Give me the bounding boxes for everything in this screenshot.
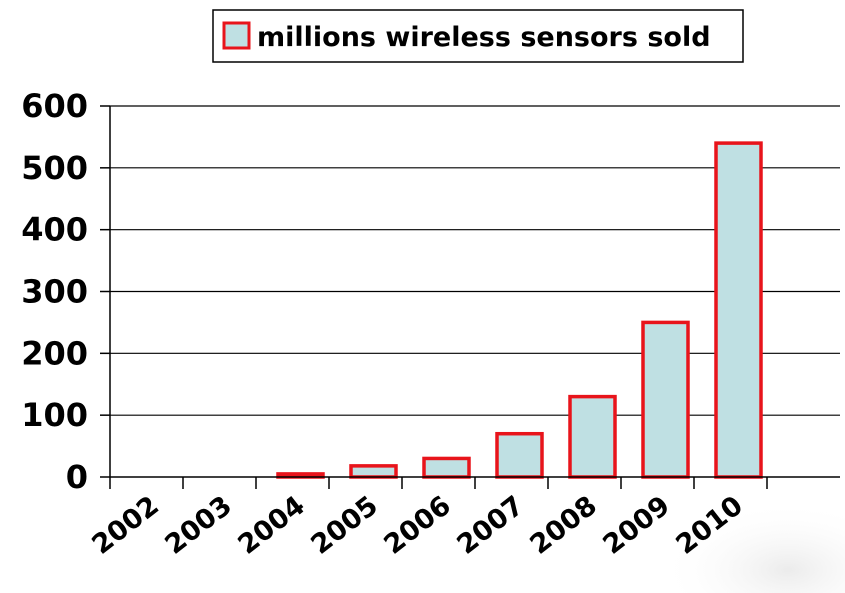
y-tick-label-600: 600 bbox=[21, 87, 88, 125]
bar-2007 bbox=[495, 431, 544, 479]
bar-2008 bbox=[568, 394, 617, 479]
y-tick-label-0: 0 bbox=[66, 458, 88, 496]
legend-swatch bbox=[222, 21, 251, 50]
y-tick-label-100: 100 bbox=[21, 396, 88, 434]
axes bbox=[100, 105, 840, 489]
x-tick-label-2003: 2003 bbox=[160, 490, 238, 561]
bars bbox=[276, 141, 763, 479]
bar-2009 bbox=[641, 320, 690, 479]
x-tick-label-2006: 2006 bbox=[379, 490, 457, 561]
y-tick-label-500: 500 bbox=[21, 149, 88, 187]
legend-label: millions wireless sensors sold bbox=[257, 22, 711, 53]
x-tick-label-2004: 2004 bbox=[233, 490, 311, 561]
x-tick-label-2002: 2002 bbox=[87, 490, 165, 561]
bar-2005 bbox=[349, 464, 398, 479]
y-tick-label-400: 400 bbox=[21, 211, 88, 249]
y-tick-label-300: 300 bbox=[21, 273, 88, 311]
x-tick-label-2010: 2010 bbox=[671, 490, 749, 561]
y-tick-label-200: 200 bbox=[21, 334, 88, 372]
x-tick-label-2008: 2008 bbox=[525, 490, 603, 561]
y-tick-labels: 0 100 200 300 400 500 600 bbox=[21, 87, 88, 496]
bar-2010 bbox=[714, 141, 763, 479]
legend: millions wireless sensors sold bbox=[212, 9, 744, 63]
bar-2006 bbox=[422, 456, 471, 479]
x-tick-label-2005: 2005 bbox=[306, 490, 384, 561]
x-tick-label-2009: 2009 bbox=[598, 490, 676, 561]
legend-box bbox=[212, 9, 744, 63]
x-tick-label-2007: 2007 bbox=[452, 490, 530, 561]
